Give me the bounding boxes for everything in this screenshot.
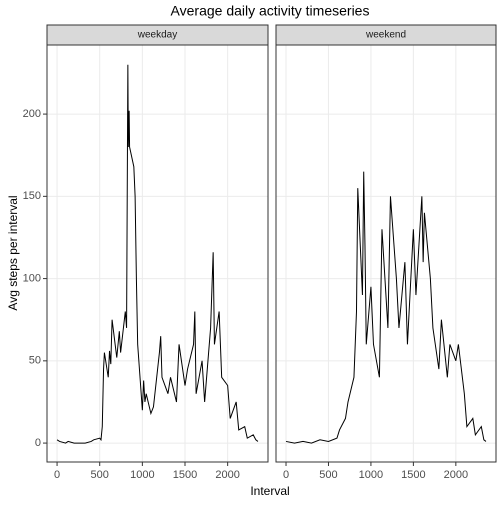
x-tick-label: 500 [319,469,337,481]
line [285,171,487,444]
x-tick-label: 0 [54,469,60,481]
x-tick-label: 1500 [173,469,197,481]
panel-background [276,45,496,462]
strip-label: weekday [137,30,177,41]
x-tick-label: 1000 [359,469,383,481]
y-tick-label: 200 [23,108,41,120]
x-tick-label: 500 [91,469,109,481]
y-tick-label: 150 [23,190,41,202]
x-tick-label: 1000 [130,469,154,481]
line [56,64,259,444]
x-tick-label: 2000 [444,469,468,481]
y-tick-label: 50 [29,355,41,367]
x-axis-label: Interval [250,484,289,498]
y-tick-label: 0 [35,437,41,449]
y-tick-label: 100 [23,272,41,284]
x-tick-label: 2000 [215,469,239,481]
y-axis-label: Avg steps per interval [6,195,20,310]
panel-background [47,45,268,462]
strip [46,24,269,46]
x-tick-label: 1500 [401,469,425,481]
x-tick-label: 0 [283,469,289,481]
strip-label: weekend [365,30,406,41]
strip [275,24,497,46]
chart-title: Average daily activity timeseries [171,3,370,19]
